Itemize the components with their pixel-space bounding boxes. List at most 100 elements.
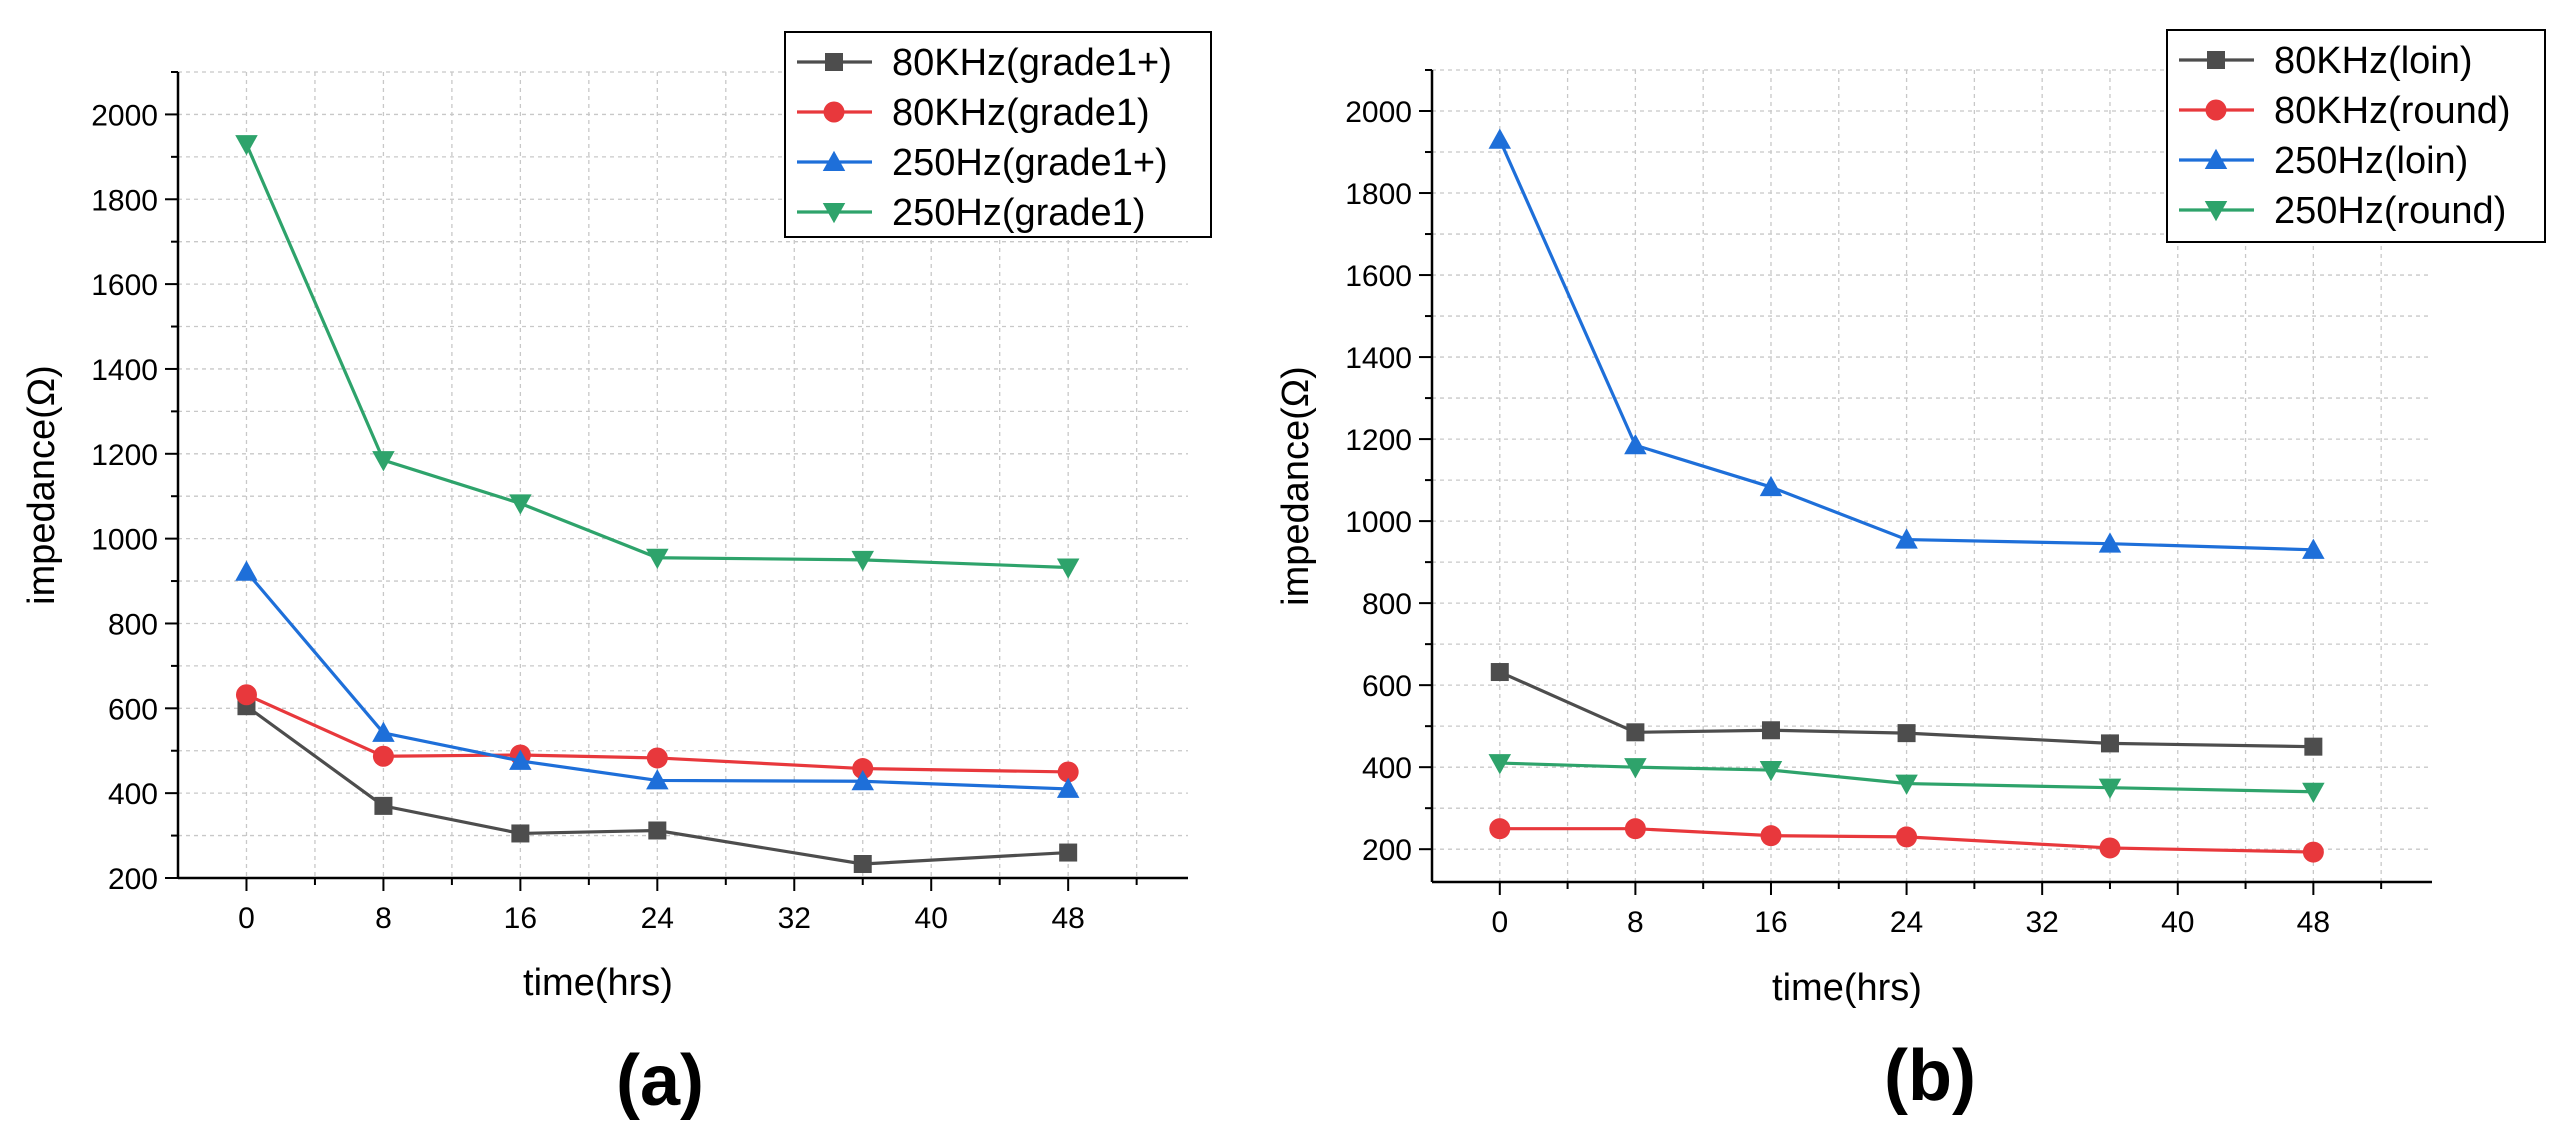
y-tick-label: 800 [1362,588,1412,621]
data-point [1626,723,1645,742]
data-point [1624,818,1646,840]
y-tick-label: 1600 [1345,260,1412,293]
series-2 [235,560,1080,798]
data-point [235,684,257,706]
data-point [1759,761,1783,782]
data-point [1760,825,1782,847]
data-point [853,855,872,874]
data-point [1056,558,1080,579]
data-point [372,721,395,742]
legend-entry: 250Hz(round) [2274,190,2506,232]
legend-entry: 250Hz(grade1) [892,192,1145,234]
legend-entry: 80KHz(grade1) [892,92,1150,134]
data-point [1488,754,1512,775]
series-3 [1488,754,2325,804]
x-tick-label: 8 [1627,906,1644,939]
data-point [2302,782,2325,804]
data-point [2098,778,2122,799]
data-point [509,749,532,770]
series-line [245,143,1069,570]
x-tick-label: 32 [778,902,811,935]
data-point [372,745,394,767]
x-axis-label: time(hrs) [523,962,673,1004]
y-axis-label: impedance(Ω) [21,365,63,605]
y-tick-label: 2000 [91,99,158,132]
series-2 [1488,128,2325,559]
data-point [2099,837,2121,859]
data-point [2304,737,2323,756]
y-tick-label: 1800 [1345,178,1412,211]
legend-swatch-marker [2204,201,2228,222]
x-tick-label: 0 [238,902,255,935]
data-point [851,550,874,572]
legend-entry: 250Hz(loin) [2274,140,2468,182]
y-axis-label: impedance(Ω) [1275,366,1317,606]
legend-entry: 80KHz(loin) [2274,40,2473,82]
y-tick-label: 600 [1362,670,1412,703]
y-tick-label: 1000 [91,524,158,557]
data-point [1488,128,1512,149]
series-line [1499,670,2314,749]
legend-entry: 250Hz(grade1+) [892,142,1168,184]
legend-box [784,31,1212,238]
data-point [2100,734,2119,753]
legend-entry: 80KHz(grade1+) [892,42,1172,84]
y-tick-label: 1600 [91,269,158,302]
x-tick-label: 8 [375,902,392,935]
data-point [509,494,532,515]
y-tick-label: 2000 [1345,96,1412,129]
legend-swatch-marker [822,150,846,171]
legend-swatch-marker [825,53,843,71]
x-tick-label: 48 [1051,902,1084,935]
legend-swatch-marker [823,101,845,123]
data-point [235,135,258,156]
data-point [372,451,395,472]
data-point [1897,724,1916,743]
data-point [1490,663,1509,682]
legend: 80KHz(loin) 80KHz(round) 250Hz(loin) 250Hz(… [2166,29,2546,243]
data-point [2302,538,2325,559]
data-point [852,758,874,780]
y-tick-label: 400 [1362,752,1412,785]
x-tick-label: 24 [641,902,674,935]
data-point [646,769,669,790]
data-point [1895,774,1918,795]
legend-swatch-marker [822,203,846,224]
series-line [1499,761,2314,794]
data-point [1624,433,1647,455]
data-point [1895,528,1918,549]
x-axis-label: time(hrs) [1772,967,1922,1009]
data-point [646,747,668,769]
series-line [245,693,1069,774]
legend-swatch-marker [2204,148,2228,169]
y-tick-label: 200 [1362,834,1412,867]
data-point [1624,758,1647,779]
y-tick-label: 600 [108,693,158,726]
data-point [646,548,669,569]
y-tick-label: 1800 [91,184,158,217]
y-tick-label: 800 [108,608,158,641]
data-point [1057,761,1079,783]
data-point [648,821,667,840]
series-line [1498,139,2314,552]
data-point [2302,841,2324,863]
legend-entry: 80KHz(round) [2274,90,2511,132]
y-tick-label: 1200 [91,439,158,472]
legend-swatch-marker [2205,99,2227,121]
data-point [235,560,258,581]
y-tick-label: 1200 [1345,424,1412,457]
data-point [1896,826,1918,848]
x-tick-label: 24 [1890,906,1923,939]
data-point [374,796,393,815]
x-tick-label: 32 [2025,906,2058,939]
y-tick-label: 1400 [91,354,158,387]
series-0 [1490,663,2323,756]
x-tick-label: 48 [2297,906,2330,939]
series-3 [235,135,1080,579]
data-point [1056,777,1080,798]
x-tick-label: 40 [2161,906,2194,939]
data-point [1759,475,1783,497]
series-1 [1489,818,2324,863]
data-point [1059,843,1078,862]
x-tick-label: 16 [1754,906,1787,939]
